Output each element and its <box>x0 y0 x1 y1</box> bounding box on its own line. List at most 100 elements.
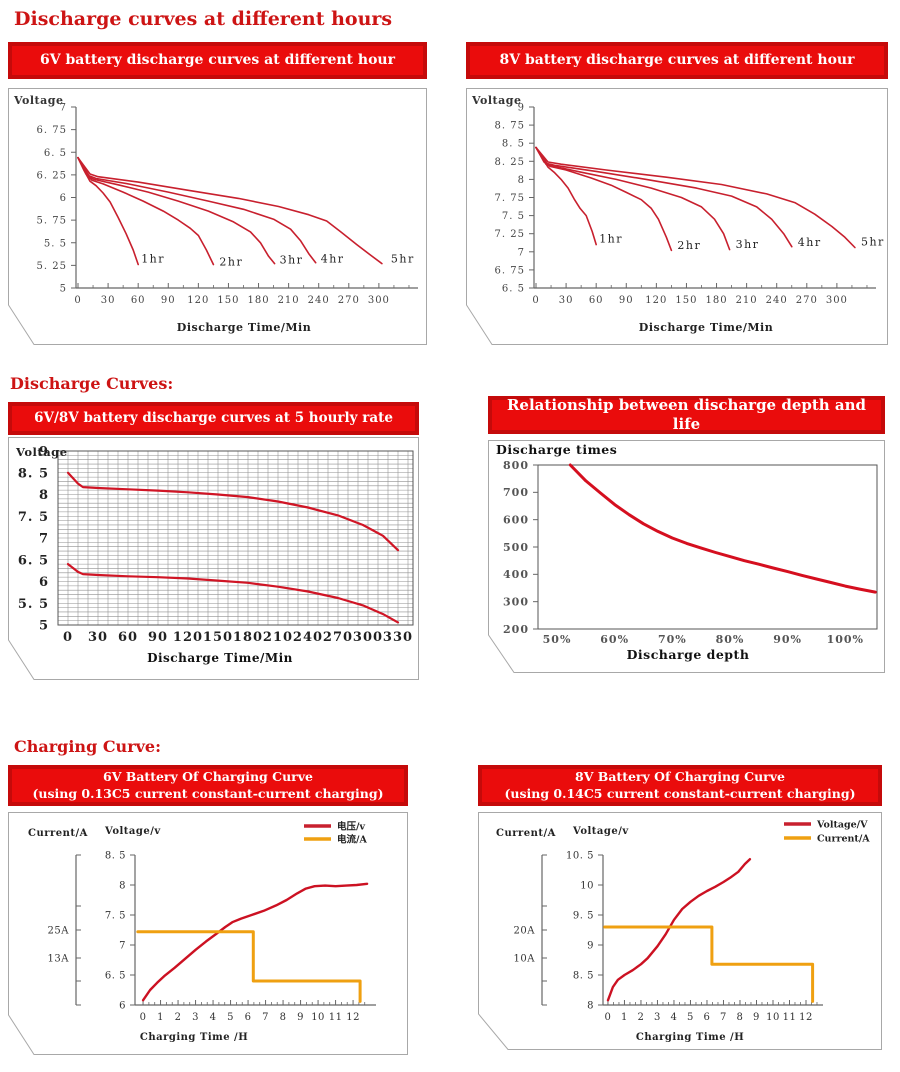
svg-text:Discharge times: Discharge times <box>496 442 617 457</box>
svg-text:3: 3 <box>654 1012 661 1023</box>
svg-text:8: 8 <box>737 1012 744 1023</box>
svg-text:1: 1 <box>621 1012 628 1023</box>
banner-6v-charging: 6V Battery Of Charging Curve (using 0.13… <box>8 765 408 806</box>
svg-text:6: 6 <box>39 575 49 590</box>
svg-text:8: 8 <box>280 1012 287 1023</box>
svg-text:50%: 50% <box>543 633 572 646</box>
svg-text:7: 7 <box>518 247 525 258</box>
svg-text:120: 120 <box>187 295 209 306</box>
svg-text:90: 90 <box>161 295 176 306</box>
svg-text:5hr: 5hr <box>861 235 885 248</box>
svg-text:9: 9 <box>587 941 594 952</box>
chart-canvas: 9 8. 5 8 7. 5 7 6. 5 6 5. 5 50 30 60 90 120 150 180 210… <box>8 437 419 680</box>
svg-text:60: 60 <box>131 295 146 306</box>
svg-text:1hr: 1hr <box>599 232 623 245</box>
svg-text:90: 90 <box>148 630 168 645</box>
svg-text:800: 800 <box>503 459 529 472</box>
svg-text:30: 30 <box>88 630 108 645</box>
svg-text:Voltage/v: Voltage/v <box>572 826 629 837</box>
svg-text:180: 180 <box>233 630 263 645</box>
svg-text:10: 10 <box>580 881 594 892</box>
svg-text:100%: 100% <box>827 633 864 646</box>
svg-text:8. 5: 8. 5 <box>18 466 49 481</box>
svg-text:4hr: 4hr <box>321 253 345 266</box>
svg-text:0: 0 <box>74 295 81 306</box>
svg-text:180: 180 <box>705 295 727 306</box>
svg-text:7: 7 <box>720 1012 727 1023</box>
svg-text:9. 5: 9. 5 <box>573 911 594 922</box>
svg-text:Charging Time /H: Charging Time /H <box>636 1032 744 1043</box>
svg-text:240: 240 <box>308 295 330 306</box>
section-title-discharge: Discharge Curves: <box>10 374 174 393</box>
svg-text:Current/A: Current/A <box>817 834 870 845</box>
svg-text:2: 2 <box>175 1012 182 1023</box>
svg-text:7. 75: 7. 75 <box>495 193 525 204</box>
banner-text: 6V Battery Of Charging Curve <box>103 769 313 785</box>
svg-text:270: 270 <box>323 630 353 645</box>
chart-panel-8v-discharge: 9 8. 75 8. 5 8. 25 8 7. 75 7. 5 7. 25 7 6. 75 6. 5… <box>466 88 888 349</box>
svg-text:4: 4 <box>671 1012 678 1023</box>
svg-text:Voltage: Voltage <box>15 445 68 459</box>
svg-text:70%: 70% <box>658 633 687 646</box>
svg-text:1: 1 <box>157 1012 164 1023</box>
svg-text:5. 75: 5. 75 <box>37 216 67 227</box>
banner-text: 8V Battery Of Charging Curve <box>575 769 785 785</box>
svg-text:8. 5: 8. 5 <box>105 851 126 862</box>
svg-text:150: 150 <box>203 630 233 645</box>
banner-text: 6V battery discharge curves at different… <box>40 52 395 69</box>
svg-text:270: 270 <box>796 295 818 306</box>
svg-text:5: 5 <box>227 1012 234 1023</box>
chart-panel-6v-discharge: 7 6. 75 6. 5 6. 25 6 5. 75 5. 5 5. 25 5 0 30 60 90 12… <box>8 88 427 349</box>
svg-text:300: 300 <box>503 596 529 609</box>
svg-text:6. 25: 6. 25 <box>37 170 67 181</box>
svg-text:300: 300 <box>826 295 848 306</box>
svg-text:6: 6 <box>60 193 67 204</box>
svg-text:10: 10 <box>311 1012 325 1023</box>
svg-text:60: 60 <box>118 630 138 645</box>
svg-text:200: 200 <box>503 623 529 636</box>
svg-text:5: 5 <box>687 1012 694 1023</box>
svg-text:3hr: 3hr <box>280 254 304 267</box>
svg-text:120: 120 <box>645 295 667 306</box>
svg-text:30: 30 <box>559 295 574 306</box>
svg-text:400: 400 <box>503 568 529 581</box>
svg-text:7. 25: 7. 25 <box>495 229 525 240</box>
svg-text:30: 30 <box>101 295 116 306</box>
svg-text:10. 5: 10. 5 <box>566 851 594 862</box>
svg-text:9: 9 <box>518 103 525 114</box>
banner-text: Relationship between discharge depth and… <box>506 395 867 434</box>
svg-text:Voltage/V: Voltage/V <box>816 820 868 831</box>
svg-text:5. 5: 5. 5 <box>18 597 49 612</box>
chart-panel-8v-charging: 10. 5 10 9. 5 9 8. 5 8 0 1 2 3 4 5 6 7 8 9 10 11 12 20A 10A C… <box>478 812 882 1054</box>
svg-text:9: 9 <box>39 445 49 460</box>
svg-text:150: 150 <box>217 295 239 306</box>
svg-text:7: 7 <box>39 532 49 547</box>
svg-text:8. 5: 8. 5 <box>502 139 525 150</box>
banner-5hr-rate: 6V/8V battery discharge curves at 5 hour… <box>8 402 419 435</box>
svg-text:11: 11 <box>329 1012 343 1023</box>
svg-text:150: 150 <box>675 295 697 306</box>
svg-text:13A: 13A <box>48 954 70 965</box>
svg-text:2hr: 2hr <box>677 239 701 252</box>
svg-text:6. 5: 6. 5 <box>105 971 126 982</box>
svg-text:25A: 25A <box>48 926 70 937</box>
svg-text:300: 300 <box>368 295 390 306</box>
svg-text:1hr: 1hr <box>141 253 165 266</box>
svg-text:0: 0 <box>605 1012 612 1023</box>
svg-text:60%: 60% <box>600 633 629 646</box>
svg-text:10A: 10A <box>514 954 536 965</box>
svg-text:6: 6 <box>704 1012 711 1023</box>
svg-text:Voltage: Voltage <box>13 94 63 107</box>
svg-text:8. 75: 8. 75 <box>495 121 525 132</box>
svg-text:6. 5: 6. 5 <box>502 284 525 295</box>
svg-text:电流/A: 电流/A <box>337 834 367 846</box>
svg-text:电压/v: 电压/v <box>337 821 365 833</box>
svg-text:7: 7 <box>60 103 67 114</box>
svg-text:4hr: 4hr <box>798 236 822 249</box>
svg-text:600: 600 <box>503 514 529 527</box>
svg-text:270: 270 <box>338 295 360 306</box>
svg-text:Charging Time /H: Charging Time /H <box>140 1032 248 1043</box>
chart-panel-5hr-rate: 9 8. 5 8 7. 5 7 6. 5 6 5. 5 5 0 30 60 90 120 150 180 210… <box>8 437 419 684</box>
svg-text:90%: 90% <box>773 633 802 646</box>
